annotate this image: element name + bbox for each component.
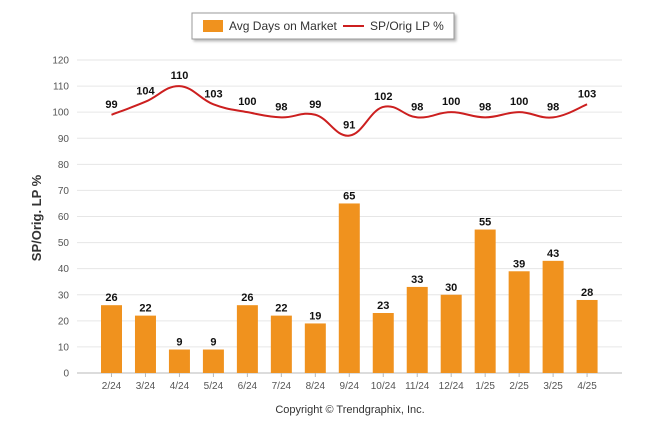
bar (338, 203, 360, 373)
x-tick-label: 4/25 (577, 381, 597, 392)
bar-data-label: 26 (241, 292, 253, 304)
bar (101, 305, 122, 373)
bar (202, 349, 224, 373)
bar-data-label: 43 (547, 248, 559, 260)
bar (440, 294, 462, 373)
x-tick-label: 2/24 (102, 381, 122, 392)
x-tick-label: 2/25 (509, 381, 529, 392)
x-tick-label: 4/24 (170, 381, 190, 392)
y-tick-label: 110 (53, 82, 69, 93)
legend-box (191, 12, 455, 40)
bar-data-labels: 26 22 9 9 26 22 19 65 23 33 30 55 39 43 28 (105, 190, 593, 348)
bar-data-label: 65 (343, 190, 355, 202)
bar (134, 315, 156, 373)
bar (304, 323, 326, 373)
bar-data-label: 9 (210, 337, 216, 349)
y-tick-label: 120 (52, 56, 69, 67)
legend: Avg Days on Market SP/Orig LP % (191, 12, 455, 40)
bar-data-label: 39 (513, 258, 525, 270)
bar-data-label: 22 (275, 303, 287, 315)
x-tick-label: 3/24 (136, 381, 156, 392)
x-tick-label: 3/25 (543, 381, 563, 392)
line-data-label: 99 (309, 99, 321, 111)
y-axis-label: SP/Orig. LP % (29, 174, 44, 261)
y-axis-ticks: 0 10 20 30 40 50 60 70 80 90 100 110 120 (52, 56, 69, 380)
line-data-label: 103 (204, 88, 222, 100)
bar (508, 271, 530, 373)
x-tick-label: 6/24 (238, 381, 258, 392)
line-data-label: 100 (510, 96, 528, 108)
bar-data-label: 55 (479, 217, 491, 229)
x-tick-label: 11/24 (405, 381, 430, 392)
line-series-path (111, 85, 588, 137)
bar (576, 299, 598, 373)
copyright-credit: Copyright © Trendgraphix, Inc. (275, 404, 424, 416)
line-data-label: 110 (171, 70, 189, 82)
x-axis-ticks: 2/24 3/24 4/24 5/24 6/24 7/24 8/24 9/24 10/24 11/… (102, 373, 597, 392)
y-tick-label: 100 (52, 108, 69, 119)
bar-data-label: 26 (105, 292, 117, 304)
bar-data-label: 22 (139, 303, 151, 315)
y-tick-label: 0 (63, 369, 69, 380)
x-tick-label: 12/24 (439, 381, 464, 392)
line-data-label: 91 (343, 120, 355, 132)
bar (542, 260, 564, 373)
line-data-label: 98 (411, 101, 423, 113)
legend-label-avg-days: Avg Days on Market (229, 19, 337, 33)
bar-data-label: 30 (445, 282, 457, 294)
bar-data-label: 33 (411, 274, 423, 286)
y-tick-label: 50 (58, 238, 70, 249)
line-data-label: 99 (105, 99, 117, 111)
line-data-label: 100 (442, 96, 460, 108)
x-tick-label: 7/24 (272, 381, 292, 392)
x-tick-label: 10/24 (371, 381, 396, 392)
y-tick-label: 70 (58, 186, 70, 197)
y-tick-label: 90 (58, 134, 70, 145)
line-data-labels: 99 104 110 103 100 98 99 91 102 98 100 98 100 98 103 (105, 70, 596, 132)
line-series (111, 85, 588, 137)
bar (168, 349, 190, 373)
line-data-label: 100 (238, 96, 256, 108)
line-data-label: 103 (578, 88, 596, 100)
legend-swatch-bar (203, 20, 223, 32)
bar (474, 229, 496, 373)
y-tick-label: 40 (58, 264, 70, 275)
y-tick-label: 30 (58, 290, 70, 301)
y-tick-label: 10 (58, 342, 70, 353)
legend-label-sp-orig: SP/Orig LP % (370, 19, 444, 33)
x-tick-label: 8/24 (306, 381, 326, 392)
bar (406, 286, 428, 373)
bar-data-label: 19 (309, 310, 321, 322)
y-tick-label: 60 (58, 212, 70, 223)
y-tick-label: 20 (58, 316, 70, 327)
x-tick-label: 5/24 (204, 381, 224, 392)
bar (372, 313, 394, 373)
bar-data-label: 9 (176, 337, 182, 349)
bar-series (101, 203, 598, 373)
line-data-label: 98 (275, 101, 287, 113)
bar-data-label: 28 (581, 287, 593, 299)
line-data-label: 102 (374, 91, 392, 103)
bar (236, 305, 258, 373)
bar (270, 315, 292, 373)
line-data-label: 98 (547, 101, 559, 113)
line-data-label: 104 (136, 86, 155, 98)
line-data-label: 98 (479, 101, 491, 113)
x-tick-label: 1/25 (475, 381, 495, 392)
bar-data-label: 23 (377, 300, 389, 312)
x-tick-label: 9/24 (340, 381, 360, 392)
y-tick-label: 80 (58, 160, 70, 171)
